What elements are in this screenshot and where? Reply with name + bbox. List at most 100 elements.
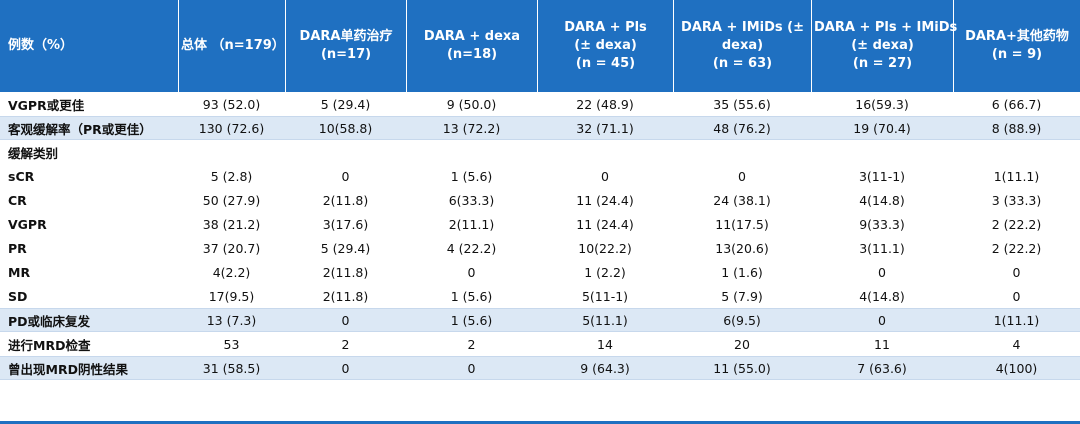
header-line: (n = 27) <box>852 56 913 71</box>
row-label: PD或临床复发 <box>0 308 178 332</box>
header-line: (± dexa) <box>851 38 914 53</box>
table-cell: 2(11.8) <box>285 260 406 284</box>
response-table: 例数（%） 总体 （n=179） DARA单药治疗 (n=17) DARA + dexa… <box>0 0 1080 380</box>
table-cell: 0 <box>673 164 811 188</box>
table-cell: 4(14.8) <box>811 188 953 212</box>
table-cell: 1 (1.6) <box>673 260 811 284</box>
table-row: VGPR 38 (21.2) 3(17.6) 2(11.1) 11 (24.4) 11(1… <box>0 212 1080 236</box>
header-cell-4: DARA + Pls (± dexa) (n = 45) <box>537 0 673 92</box>
table-cell: 5 (7.9) <box>673 284 811 308</box>
table-cell <box>953 140 1080 164</box>
header-line: 例数（%） <box>8 38 74 53</box>
table-cell: 4(100) <box>953 356 1080 380</box>
table-cell: 130 (72.6) <box>178 116 285 140</box>
table-cell: 1 (5.6) <box>406 284 537 308</box>
header-cell-1: 总体 （n=179） <box>178 0 285 92</box>
table-cell: 0 <box>285 308 406 332</box>
header-line: (n=17) <box>320 47 372 62</box>
table-cell: 4 (22.2) <box>406 236 537 260</box>
bottom-rule <box>0 421 1080 424</box>
table-cell <box>285 140 406 164</box>
table-cell: 6 (66.7) <box>953 92 1080 116</box>
header-line: DARA + IMiDs (± <box>681 20 804 35</box>
table-row: CR 50 (27.9) 2(11.8) 6(33.3) 11 (24.4) 24 (38… <box>0 188 1080 212</box>
header-line: (± dexa) <box>574 38 637 53</box>
table-cell: 53 <box>178 332 285 356</box>
table-cell: 5 (29.4) <box>285 236 406 260</box>
table-cell: 1(11.1) <box>953 164 1080 188</box>
header-row: 例数（%） 总体 （n=179） DARA单药治疗 (n=17) DARA + dexa… <box>0 0 1080 92</box>
table-cell: 50 (27.9) <box>178 188 285 212</box>
table-cell: 0 <box>285 164 406 188</box>
table-cell: 10(58.8) <box>285 116 406 140</box>
table-cell: 0 <box>953 284 1080 308</box>
table-cell: 16(59.3) <box>811 92 953 116</box>
table-cell: 31 (58.5) <box>178 356 285 380</box>
header-line: DARA+其他药物 <box>965 29 1069 44</box>
table-cell: 48 (76.2) <box>673 116 811 140</box>
table-row: sCR 5 (2.8) 0 1 (5.6) 0 0 3(11-1) 1(11.1) <box>0 164 1080 188</box>
header-line: dexa) <box>721 38 764 53</box>
header-cell-3: DARA + dexa (n=18) <box>406 0 537 92</box>
row-label: SD <box>0 284 178 308</box>
row-label: MR <box>0 260 178 284</box>
header-line: DARA单药治疗 <box>299 29 393 44</box>
row-label: PR <box>0 236 178 260</box>
row-label: 进行MRD检查 <box>0 332 178 356</box>
table-cell: 11 (55.0) <box>673 356 811 380</box>
table-cell: 0 <box>285 356 406 380</box>
table-row: MR 4(2.2) 2(11.8) 0 1 (2.2) 1 (1.6) 0 0 <box>0 260 1080 284</box>
row-label: 客观缓解率（PR或更佳） <box>0 116 178 140</box>
header-line: DARA + Pls <box>564 20 647 35</box>
table-cell: 0 <box>406 356 537 380</box>
table-row: 曾出现MRD阴性结果 31 (58.5) 0 0 9 (64.3) 11 (55.0) 7 … <box>0 356 1080 380</box>
table-row: 进行MRD检查 53 2 2 14 20 11 4 <box>0 332 1080 356</box>
table-cell: 10(22.2) <box>537 236 673 260</box>
table-cell: 9 (50.0) <box>406 92 537 116</box>
table-cell: 24 (38.1) <box>673 188 811 212</box>
table-cell: 2 (22.2) <box>953 236 1080 260</box>
table-cell: 11 (24.4) <box>537 212 673 236</box>
table-cell: 13 (7.3) <box>178 308 285 332</box>
header-cell-5: DARA + IMiDs (± dexa) (n = 63) <box>673 0 811 92</box>
table-cell: 4 <box>953 332 1080 356</box>
table-cell: 37 (20.7) <box>178 236 285 260</box>
header-line: (n = 63) <box>712 56 773 71</box>
table-cell: 3(11-1) <box>811 164 953 188</box>
table-cell <box>406 140 537 164</box>
header-line: 总体 （n=179） <box>181 38 285 53</box>
table-cell: 19 (70.4) <box>811 116 953 140</box>
header-line: (n = 9) <box>991 47 1043 62</box>
table-cell: 22 (48.9) <box>537 92 673 116</box>
table-cell: 0 <box>953 260 1080 284</box>
table-cell: 35 (55.6) <box>673 92 811 116</box>
header-cell-label-column: 例数（%） <box>0 0 178 92</box>
row-label: CR <box>0 188 178 212</box>
table-cell: 0 <box>537 164 673 188</box>
table-cell: 5(11.1) <box>537 308 673 332</box>
table-cell: 1 (5.6) <box>406 308 537 332</box>
table-row: 客观缓解率（PR或更佳） 130 (72.6) 10(58.8) 13 (72.2) 3… <box>0 116 1080 140</box>
table-cell: 4(2.2) <box>178 260 285 284</box>
table-cell: 93 (52.0) <box>178 92 285 116</box>
table-cell: 2(11.8) <box>285 188 406 212</box>
header-line: DARA + dexa <box>423 29 521 44</box>
table-cell: 5 (29.4) <box>285 92 406 116</box>
table-cell: 0 <box>406 260 537 284</box>
table-cell: 5 (2.8) <box>178 164 285 188</box>
header-line: (n = 45) <box>575 56 636 71</box>
table-cell: 13 (72.2) <box>406 116 537 140</box>
table-cell: 0 <box>811 308 953 332</box>
table-cell: 9(33.3) <box>811 212 953 236</box>
table-cell: 2 <box>406 332 537 356</box>
table-cell: 11 (24.4) <box>537 188 673 212</box>
table-cell: 2 (22.2) <box>953 212 1080 236</box>
table-row: PD或临床复发 13 (7.3) 0 1 (5.6) 5(11.1) 6(9.5) 0 1(1… <box>0 308 1080 332</box>
table-cell: 2(11.1) <box>406 212 537 236</box>
table-cell: 3(17.6) <box>285 212 406 236</box>
table-row: PR 37 (20.7) 5 (29.4) 4 (22.2) 10(22.2) 13(20… <box>0 236 1080 260</box>
table-cell: 38 (21.2) <box>178 212 285 236</box>
row-label: VGPR <box>0 212 178 236</box>
table-cell: 5(11-1) <box>537 284 673 308</box>
